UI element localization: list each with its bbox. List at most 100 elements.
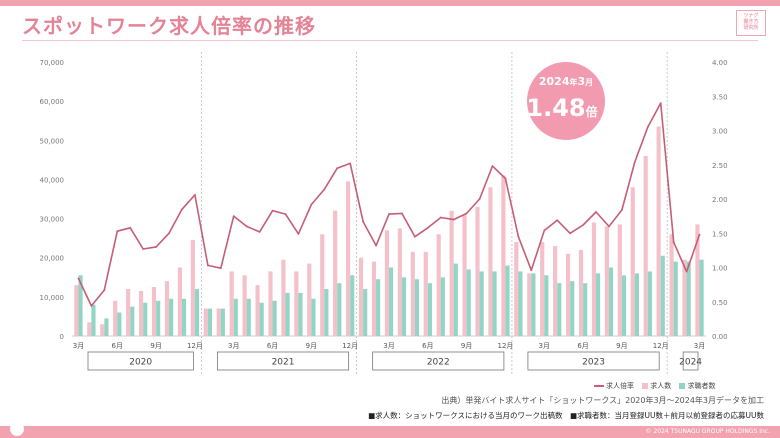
ratio-point: [129, 226, 132, 229]
y-right-tick-label: 1.50: [712, 230, 728, 238]
bar-jobs: [203, 308, 208, 336]
bar-seekers: [78, 275, 83, 336]
bar-seekers: [143, 302, 148, 336]
copyright: © 2024 TSUNAGU GROUP HOLDINGS Inc.: [645, 428, 770, 435]
bar-seekers: [363, 289, 368, 336]
bar-seekers: [246, 298, 251, 336]
callout-date: 2024年3月: [539, 75, 593, 88]
x-tick-label: 9月: [150, 342, 161, 350]
bar-seekers: [272, 300, 277, 336]
bar-jobs: [333, 210, 338, 336]
bar-jobs: [74, 285, 79, 336]
bar-jobs: [462, 214, 467, 336]
ratio-point: [672, 241, 675, 244]
ratio-point: [77, 277, 80, 280]
ratio-point: [155, 246, 158, 248]
ratio-point: [362, 220, 365, 223]
ratio-point: [633, 161, 636, 163]
bar-seekers: [492, 271, 497, 336]
ratio-point: [284, 213, 287, 215]
bar-jobs: [578, 249, 584, 336]
legend-line-swatch: [594, 385, 604, 387]
bar-jobs: [410, 251, 415, 336]
ratio-point: [413, 235, 416, 238]
callout-date-part: 3: [577, 75, 585, 88]
definition-note: ■求人数：ショットワークスにおける当月のワーク出稿数 ■求職者数：当月登録UU数…: [368, 411, 764, 420]
legend-jobs: 求人数: [650, 382, 672, 390]
bar-jobs: [527, 273, 532, 336]
brand-logo: ツナグ 働き方 研究所: [736, 10, 766, 36]
bar-seekers: [324, 289, 329, 336]
bar-jobs: [151, 287, 157, 336]
ratio-point: [375, 244, 377, 247]
year-label: 2024: [679, 358, 702, 368]
x-tick-label: 12月: [187, 342, 203, 350]
x-tick-label: 6月: [267, 342, 278, 350]
ratio-point: [517, 235, 520, 238]
bar-jobs: [397, 228, 402, 336]
bar-seekers: [608, 267, 614, 336]
bar-seekers: [557, 283, 562, 336]
ratio-point: [543, 229, 546, 232]
bar-seekers: [505, 265, 510, 336]
y-left-tick-label: 50,000: [40, 137, 65, 145]
bar-seekers: [570, 281, 575, 336]
bar-seekers: [583, 283, 588, 336]
callout-date-part: 年: [569, 77, 577, 87]
legend-seekers: 求職者数: [687, 382, 716, 390]
ratio-point: [659, 102, 662, 104]
logo-line: ツナグ: [743, 13, 759, 19]
bar-seekers: [117, 312, 122, 336]
bar-seekers: [181, 298, 187, 336]
bar-jobs: [449, 210, 454, 336]
bar-jobs: [540, 242, 545, 336]
bar-seekers: [104, 318, 109, 336]
bar-seekers: [531, 273, 536, 336]
callout-value: 1.48倍: [526, 94, 597, 122]
x-tick-label: 3月: [73, 342, 84, 350]
bar-seekers: [220, 308, 225, 336]
bar-jobs: [384, 230, 389, 336]
bar-jobs: [242, 275, 247, 336]
callout-date-part: 2024: [539, 75, 570, 88]
ratio-point: [116, 230, 119, 233]
ratio-point: [219, 267, 222, 270]
logo-line: 働き方: [743, 19, 759, 25]
bar-jobs: [320, 234, 325, 336]
x-tick-label: 6月: [577, 342, 588, 350]
ratio-point: [685, 270, 688, 273]
ratio-point: [698, 233, 701, 236]
ratio-point: [245, 225, 248, 228]
bar-seekers: [389, 267, 394, 336]
bar-jobs: [656, 126, 661, 336]
bar-jobs: [358, 257, 364, 336]
bar-jobs: [371, 261, 377, 336]
bar-seekers: [350, 275, 355, 336]
source-note: 出典）単発バイト求人サイト「ショットワークス」2020年3月〜2024年3月デー…: [441, 396, 764, 405]
ratio-point: [556, 219, 559, 222]
bar-jobs: [307, 263, 312, 336]
ratio-point: [620, 209, 623, 211]
ratio-point: [491, 165, 494, 168]
ratio-point: [646, 126, 649, 128]
bar-jobs: [604, 226, 609, 336]
bar-jobs: [436, 234, 441, 336]
bar-jobs: [281, 259, 286, 336]
y-left-tick-label: 40,000: [40, 176, 65, 184]
ratio-point: [388, 213, 390, 215]
y-right-tick-label: 0.00: [712, 333, 728, 341]
year-box: [527, 351, 660, 371]
ratio-point: [181, 208, 183, 211]
y-right-tick-label: 2.00: [712, 196, 728, 204]
bar-seekers: [479, 271, 484, 336]
bar-jobs: [423, 251, 428, 336]
bar-jobs: [87, 322, 92, 336]
logo-line: 研究所: [743, 25, 759, 31]
ratio-point: [530, 269, 533, 272]
bar-jobs: [126, 289, 131, 336]
bar-jobs: [475, 206, 480, 336]
bar-jobs: [514, 242, 519, 336]
bar-jobs: [294, 271, 299, 336]
ratio-point: [452, 218, 455, 221]
